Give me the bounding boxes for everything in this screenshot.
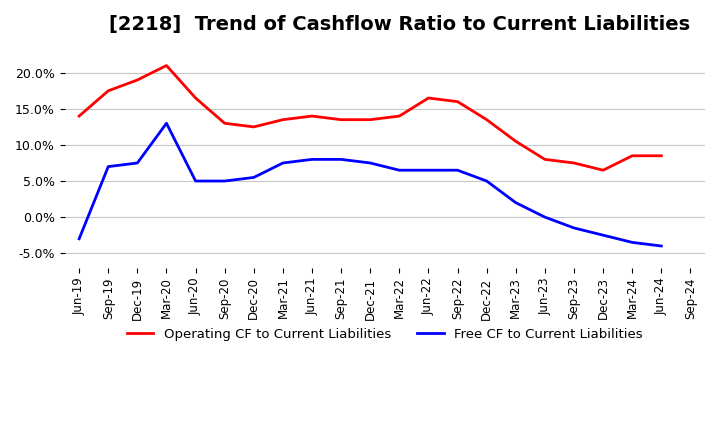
Free CF to Current Liabilities bbox=[307, 157, 316, 162]
Free CF to Current Liabilities bbox=[511, 200, 520, 205]
Operating CF to Current Liabilities bbox=[424, 95, 433, 101]
Operating CF to Current Liabilities bbox=[657, 153, 666, 158]
Free CF to Current Liabilities bbox=[599, 232, 608, 238]
Free CF to Current Liabilities bbox=[366, 160, 374, 165]
Operating CF to Current Liabilities bbox=[482, 117, 491, 122]
Free CF to Current Liabilities bbox=[192, 178, 200, 183]
Legend: Operating CF to Current Liabilities, Free CF to Current Liabilities: Operating CF to Current Liabilities, Fre… bbox=[122, 323, 648, 346]
Free CF to Current Liabilities bbox=[424, 168, 433, 173]
Operating CF to Current Liabilities bbox=[250, 124, 258, 129]
Operating CF to Current Liabilities bbox=[366, 117, 374, 122]
Operating CF to Current Liabilities bbox=[162, 63, 171, 68]
Free CF to Current Liabilities bbox=[337, 157, 346, 162]
Operating CF to Current Liabilities bbox=[133, 77, 142, 83]
Operating CF to Current Liabilities bbox=[75, 114, 84, 119]
Free CF to Current Liabilities bbox=[541, 214, 549, 220]
Operating CF to Current Liabilities bbox=[511, 139, 520, 144]
Operating CF to Current Liabilities bbox=[570, 160, 578, 165]
Free CF to Current Liabilities bbox=[104, 164, 112, 169]
Operating CF to Current Liabilities bbox=[337, 117, 346, 122]
Free CF to Current Liabilities bbox=[482, 178, 491, 183]
Free CF to Current Liabilities bbox=[657, 243, 666, 249]
Operating CF to Current Liabilities bbox=[454, 99, 462, 104]
Operating CF to Current Liabilities bbox=[541, 157, 549, 162]
Free CF to Current Liabilities bbox=[628, 240, 636, 245]
Line: Free CF to Current Liabilities: Free CF to Current Liabilities bbox=[79, 123, 662, 246]
Text: [2218]  Trend of Cashflow Ratio to Current Liabilities: [2218] Trend of Cashflow Ratio to Curren… bbox=[109, 15, 690, 34]
Free CF to Current Liabilities bbox=[250, 175, 258, 180]
Operating CF to Current Liabilities bbox=[628, 153, 636, 158]
Free CF to Current Liabilities bbox=[454, 168, 462, 173]
Free CF to Current Liabilities bbox=[162, 121, 171, 126]
Line: Operating CF to Current Liabilities: Operating CF to Current Liabilities bbox=[79, 66, 662, 170]
Free CF to Current Liabilities bbox=[395, 168, 404, 173]
Operating CF to Current Liabilities bbox=[192, 95, 200, 101]
Operating CF to Current Liabilities bbox=[104, 88, 112, 93]
Free CF to Current Liabilities bbox=[220, 178, 229, 183]
Free CF to Current Liabilities bbox=[133, 160, 142, 165]
Operating CF to Current Liabilities bbox=[279, 117, 287, 122]
Operating CF to Current Liabilities bbox=[220, 121, 229, 126]
Operating CF to Current Liabilities bbox=[307, 114, 316, 119]
Free CF to Current Liabilities bbox=[75, 236, 84, 242]
Operating CF to Current Liabilities bbox=[395, 114, 404, 119]
Free CF to Current Liabilities bbox=[279, 160, 287, 165]
Operating CF to Current Liabilities bbox=[599, 168, 608, 173]
Free CF to Current Liabilities bbox=[570, 225, 578, 231]
